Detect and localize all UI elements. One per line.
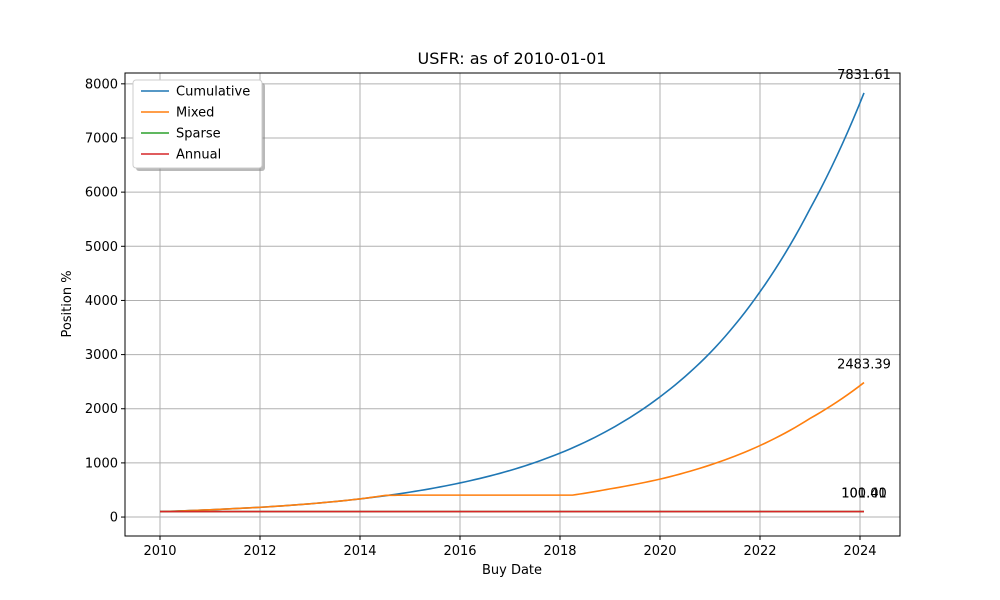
series-layer [159, 92, 865, 513]
series-line-cumulative [159, 92, 865, 513]
end-label-mixed: 2483.39 [837, 358, 891, 373]
y-tick-label: 2000 [85, 402, 118, 417]
x-tick-label: 2012 [243, 544, 276, 559]
y-axis-label: Position % [60, 270, 75, 337]
y-tick-label: 3000 [85, 348, 118, 363]
tick-layer: 2010 2012 2014 2016 2018 2020 2022 2024 0 1000 200… [85, 77, 877, 559]
y-tick-label: 1000 [85, 456, 118, 471]
legend: Cumulative Mixed Sparse Annual [132, 79, 265, 171]
x-tick-label: 2018 [543, 544, 576, 559]
legend-box [132, 79, 263, 169]
y-tick-label: 6000 [85, 186, 118, 201]
legend-label-annual: Annual [176, 148, 221, 163]
x-tick-label: 2014 [343, 544, 376, 559]
y-tick-label: 8000 [85, 77, 118, 92]
chart-title: USFR: as of 2010-01-01 [418, 49, 607, 68]
y-tick-label: 0 [110, 511, 118, 526]
plot-frame [124, 72, 901, 537]
legend-label-sparse: Sparse [176, 127, 221, 142]
grid-layer [125, 73, 900, 536]
x-tick-label: 2010 [143, 544, 176, 559]
x-tick-label: 2022 [743, 544, 776, 559]
legend-label-cumulative: Cumulative [176, 85, 250, 100]
x-axis-label: Buy Date [482, 563, 542, 578]
x-tick-label: 2016 [443, 544, 476, 559]
x-tick-label: 2020 [643, 544, 676, 559]
end-label-sparse: 100.40 [841, 487, 887, 502]
end-label-annual: 101.01 [841, 487, 887, 502]
y-tick-label: 7000 [85, 131, 118, 146]
y-tick-label: 5000 [85, 240, 118, 255]
series-line-mixed [159, 381, 865, 513]
legend-label-mixed: Mixed [176, 106, 214, 121]
end-label-cumulative: 7831.61 [837, 68, 891, 83]
x-tick-label: 2024 [843, 544, 876, 559]
y-tick-label: 4000 [85, 294, 118, 309]
